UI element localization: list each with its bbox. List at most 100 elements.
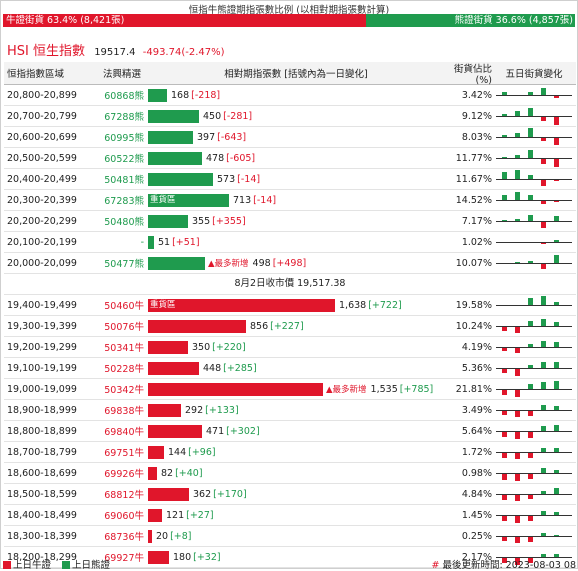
code-cell[interactable]: 69838牛 bbox=[104, 406, 144, 417]
table-row[interactable]: 18,700-18,799 69751牛 144 [+96] 1.72% bbox=[4, 442, 576, 463]
header-code: 法興精選 bbox=[102, 69, 141, 80]
five-day-sparkline bbox=[492, 316, 576, 336]
code-cell[interactable]: 69751牛 bbox=[104, 448, 144, 459]
table-row[interactable]: 20,400-20,499 50481熊 573 [-14] 11.67% bbox=[4, 169, 576, 190]
code-cell[interactable]: 50481熊 bbox=[104, 175, 144, 186]
cbbc-table: 恒指指數區域 法興精選 相對期指張數 [括號內為一日變化] 街貨佔比(%) 五日… bbox=[4, 62, 576, 568]
index-name[interactable]: HSI 恒生指數 bbox=[7, 44, 85, 59]
code-cell[interactable]: 50477熊 bbox=[104, 259, 144, 270]
share-pct: 3.49% bbox=[461, 404, 492, 416]
sparkline-bar bbox=[528, 495, 533, 499]
sparkline-bar bbox=[541, 341, 546, 347]
table-row[interactable]: 20,800-20,899 60868熊 168 [-218] 3.42% bbox=[4, 85, 576, 106]
header-pct: 街貨佔比(%) bbox=[453, 63, 492, 86]
table-row[interactable]: 18,500-18,599 68812牛 362 [+170] 4.84% bbox=[4, 484, 576, 505]
bar-cell: 478 [-605] bbox=[148, 148, 444, 168]
quantity-value: 448 bbox=[203, 362, 222, 374]
sparkline-bar bbox=[528, 558, 533, 563]
five-day-sparkline bbox=[492, 484, 576, 504]
quantity-value: 168 bbox=[171, 89, 190, 101]
code-cell[interactable]: 50228牛 bbox=[104, 364, 144, 375]
sparkline-bar bbox=[554, 159, 559, 167]
code-cell[interactable]: 69927牛 bbox=[104, 553, 144, 564]
sparkline-bar bbox=[541, 448, 546, 452]
bar-group: 573 [-14] bbox=[148, 172, 260, 186]
table-row[interactable]: 20,200-20,299 50480熊 355 [+355] 7.17% bbox=[4, 211, 576, 232]
quantity-change: [+785] bbox=[399, 383, 434, 395]
quantity-value: 20 bbox=[156, 530, 169, 542]
quantity-value: 180 bbox=[173, 551, 192, 563]
code-cell[interactable]: 50341牛 bbox=[104, 343, 144, 354]
sparkline-bar bbox=[515, 170, 520, 179]
table-row[interactable]: 19,100-19,199 50228牛 448 [+285] 5.36% bbox=[4, 358, 576, 379]
quantity-value: 397 bbox=[197, 131, 216, 143]
quantity-value: 1,535 bbox=[370, 383, 398, 395]
bull-ratio-segment: 牛證街貨 63.4% (8,421張) bbox=[3, 14, 366, 27]
table-row[interactable]: 20,500-20,599 60522熊 478 [-605] 11.77% bbox=[4, 148, 576, 169]
share-pct: 9.12% bbox=[461, 110, 492, 122]
updated-hash: # bbox=[431, 560, 440, 571]
code-cell[interactable]: 69060牛 bbox=[104, 511, 144, 522]
range-cell: 20,600-20,699 bbox=[7, 131, 77, 143]
table-row[interactable]: 20,100-20,199-51 [+51] 1.02% bbox=[4, 232, 576, 253]
range-cell: 18,500-18,599 bbox=[7, 488, 77, 500]
sparkline-bar bbox=[541, 491, 546, 494]
code-cell[interactable]: 69926牛 bbox=[104, 469, 144, 480]
code-cell[interactable]: 68736牛 bbox=[104, 532, 144, 543]
table-row[interactable]: 20,000-20,099 50477熊 ▲最多新增 498 [+498] 10.07% bbox=[4, 253, 576, 274]
code-cell[interactable]: 50076牛 bbox=[104, 322, 144, 333]
code-cell[interactable]: 50480熊 bbox=[104, 217, 144, 228]
sparkline-bar bbox=[502, 516, 507, 521]
sparkline-bar bbox=[502, 327, 507, 331]
code-cell[interactable]: 60522熊 bbox=[104, 154, 144, 165]
five-day-sparkline bbox=[492, 505, 576, 525]
table-row[interactable]: 19,200-19,299 50341牛 350 [+220] 4.19% bbox=[4, 337, 576, 358]
quantity-value: 856 bbox=[250, 320, 269, 332]
table-row[interactable]: 18,900-18,999 69838牛 292 [+133] 3.49% bbox=[4, 400, 576, 421]
quantity-value: 121 bbox=[166, 509, 185, 521]
code-cell[interactable]: 67288熊 bbox=[104, 112, 144, 123]
code-cell[interactable]: 67283熊 bbox=[104, 196, 144, 207]
code-cell[interactable]: 50460牛 bbox=[104, 301, 144, 312]
table-row[interactable]: 19,300-19,399 50076牛 856 [+227] 10.24% bbox=[4, 316, 576, 337]
table-row[interactable]: 20,700-20,799 67288熊 450 [-281] 9.12% bbox=[4, 106, 576, 127]
range-cell: 20,000-20,099 bbox=[7, 257, 77, 269]
quantity-value: 713 bbox=[233, 194, 252, 206]
code-cell[interactable]: - bbox=[140, 236, 144, 248]
sparkline-bar bbox=[515, 219, 520, 221]
code-cell[interactable]: 68812牛 bbox=[104, 490, 144, 501]
five-day-sparkline bbox=[492, 400, 576, 420]
table-row[interactable]: 20,300-20,399 67283熊 重貨區 713 [-14] 14.52% bbox=[4, 190, 576, 211]
five-day-sparkline bbox=[492, 421, 576, 441]
range-cell: 18,700-18,799 bbox=[7, 446, 77, 458]
quantity-bar: 重貨區 bbox=[148, 193, 229, 207]
share-pct: 5.36% bbox=[461, 362, 492, 374]
table-row[interactable]: 19,000-19,099 50342牛 ▲最多新增 1,535 [+785] 21.81… bbox=[4, 379, 576, 400]
code-cell[interactable]: 50342牛 bbox=[104, 385, 144, 396]
five-day-sparkline bbox=[492, 526, 576, 546]
five-day-sparkline bbox=[492, 295, 576, 315]
table-row[interactable]: 18,800-18,899 69840牛 471 [+302] 5.64% bbox=[4, 421, 576, 442]
table-row[interactable]: 18,600-18,699 69926牛 82 [+40] 0.98% bbox=[4, 463, 576, 484]
table-row[interactable]: 18,400-18,499 69060牛 121 [+27] 1.45% bbox=[4, 505, 576, 526]
table-row[interactable]: 19,400-19,499 50460牛 重貨區 1,638 [+722] 19.58% bbox=[4, 295, 576, 316]
code-cell[interactable]: 69840牛 bbox=[104, 427, 144, 438]
share-pct: 0.25% bbox=[461, 530, 492, 542]
share-pct: 0.98% bbox=[461, 467, 492, 479]
sparkline-bar bbox=[541, 554, 546, 557]
five-day-sparkline bbox=[492, 211, 576, 231]
sparkline-bar bbox=[554, 512, 559, 515]
bar-cell: 168 [-218] bbox=[148, 85, 444, 105]
quantity-value: 144 bbox=[168, 446, 187, 458]
code-cell[interactable]: 60995熊 bbox=[104, 133, 144, 144]
code-cell[interactable]: 60868熊 bbox=[104, 91, 144, 102]
sparkline-baseline bbox=[496, 179, 572, 180]
sparkline-bar bbox=[515, 111, 520, 116]
sparkline-bar bbox=[554, 535, 559, 536]
quantity-change: [-218] bbox=[191, 89, 221, 101]
table-row[interactable]: 18,300-18,399 68736牛 20 [+8] 0.25% bbox=[4, 526, 576, 547]
sparkline-bar bbox=[541, 405, 546, 410]
table-row[interactable]: 18,200-18,299 69927牛 180 [+32] 2.17% bbox=[4, 547, 576, 568]
table-row[interactable]: 20,600-20,699 60995熊 397 [-643] 8.03% bbox=[4, 127, 576, 148]
share-pct: 11.67% bbox=[455, 173, 492, 185]
